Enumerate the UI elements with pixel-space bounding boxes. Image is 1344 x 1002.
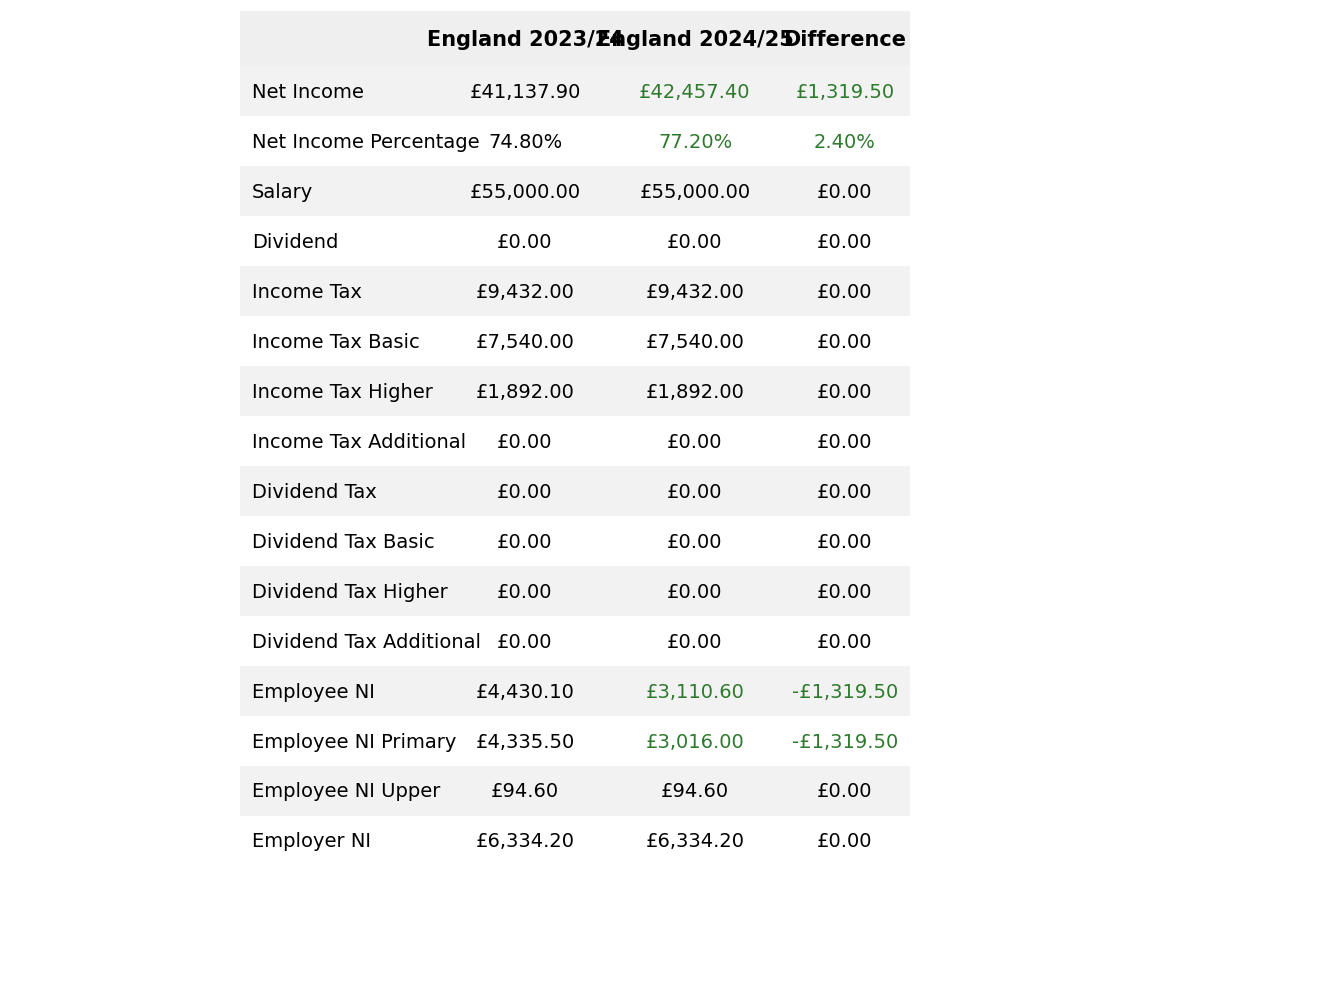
Text: £9,432.00: £9,432.00 <box>476 283 574 302</box>
Bar <box>610 12 780 67</box>
Text: £1,892.00: £1,892.00 <box>645 382 745 401</box>
Text: £0.00: £0.00 <box>667 232 723 252</box>
Text: Employee NI Primary: Employee NI Primary <box>253 731 457 750</box>
Text: £0.00: £0.00 <box>817 832 872 851</box>
Bar <box>241 666 910 716</box>
Text: -£1,319.50: -£1,319.50 <box>792 681 898 700</box>
Text: £0.00: £0.00 <box>817 532 872 551</box>
Text: Dividend Tax Additional: Dividend Tax Additional <box>253 632 481 651</box>
Bar <box>241 367 910 417</box>
Text: £4,430.10: £4,430.10 <box>476 681 574 700</box>
Bar <box>241 417 910 467</box>
Text: £0.00: £0.00 <box>817 632 872 651</box>
Text: £0.00: £0.00 <box>667 432 723 451</box>
Text: England 2024/25: England 2024/25 <box>597 29 793 49</box>
Text: £0.00: £0.00 <box>497 482 552 501</box>
Text: £1,319.50: £1,319.50 <box>796 82 895 101</box>
Bar <box>241 267 910 317</box>
Text: Employer NI: Employer NI <box>253 832 371 851</box>
Text: £3,016.00: £3,016.00 <box>645 731 745 750</box>
Bar <box>241 516 910 566</box>
Text: £0.00: £0.00 <box>817 232 872 252</box>
Bar <box>241 12 439 67</box>
Text: 2.40%: 2.40% <box>814 132 876 151</box>
Text: £55,000.00: £55,000.00 <box>640 182 750 201</box>
Text: England 2023/24: England 2023/24 <box>426 29 624 49</box>
Text: Income Tax Basic: Income Tax Basic <box>253 333 419 351</box>
Text: £6,334.20: £6,334.20 <box>476 832 574 851</box>
Text: Net Income: Net Income <box>253 82 364 101</box>
Bar <box>241 67 910 117</box>
Text: £0.00: £0.00 <box>667 632 723 651</box>
Text: £0.00: £0.00 <box>817 333 872 351</box>
Text: Net Income Percentage: Net Income Percentage <box>253 132 480 151</box>
Bar <box>780 12 910 67</box>
Text: £0.00: £0.00 <box>667 532 723 551</box>
Text: £1,892.00: £1,892.00 <box>476 382 574 401</box>
Text: £42,457.40: £42,457.40 <box>640 82 751 101</box>
Text: Salary: Salary <box>253 182 313 201</box>
Text: £0.00: £0.00 <box>497 532 552 551</box>
Text: £7,540.00: £7,540.00 <box>645 333 745 351</box>
Text: Dividend: Dividend <box>253 232 339 252</box>
Text: £0.00: £0.00 <box>817 782 872 801</box>
Text: £0.00: £0.00 <box>497 232 552 252</box>
Bar <box>439 12 610 67</box>
Text: £0.00: £0.00 <box>817 182 872 201</box>
Text: Difference: Difference <box>784 29 906 49</box>
Text: Employee NI Upper: Employee NI Upper <box>253 782 441 801</box>
Bar <box>241 767 910 817</box>
Text: £94.60: £94.60 <box>491 782 559 801</box>
Bar <box>241 117 910 167</box>
Bar <box>241 216 910 267</box>
Bar <box>241 566 910 616</box>
Text: £0.00: £0.00 <box>497 632 552 651</box>
Text: Dividend Tax Higher: Dividend Tax Higher <box>253 582 448 601</box>
Text: £0.00: £0.00 <box>817 432 872 451</box>
Text: -£1,319.50: -£1,319.50 <box>792 731 898 750</box>
Text: 77.20%: 77.20% <box>657 132 732 151</box>
Text: £6,334.20: £6,334.20 <box>645 832 745 851</box>
Text: £0.00: £0.00 <box>817 482 872 501</box>
Text: £0.00: £0.00 <box>817 382 872 401</box>
Text: Income Tax Higher: Income Tax Higher <box>253 382 433 401</box>
Bar <box>241 467 910 516</box>
Text: £0.00: £0.00 <box>497 582 552 601</box>
Text: £7,540.00: £7,540.00 <box>476 333 574 351</box>
Bar <box>241 817 910 866</box>
Text: £3,110.60: £3,110.60 <box>645 681 745 700</box>
Text: £0.00: £0.00 <box>817 582 872 601</box>
Text: 74.80%: 74.80% <box>488 132 562 151</box>
Text: Income Tax Additional: Income Tax Additional <box>253 432 466 451</box>
Text: Dividend Tax: Dividend Tax <box>253 482 376 501</box>
Text: Income Tax: Income Tax <box>253 283 362 302</box>
Text: £0.00: £0.00 <box>817 283 872 302</box>
Text: £41,137.90: £41,137.90 <box>469 82 581 101</box>
Text: £0.00: £0.00 <box>497 432 552 451</box>
Text: £0.00: £0.00 <box>667 582 723 601</box>
Text: £4,335.50: £4,335.50 <box>476 731 575 750</box>
Bar <box>241 716 910 767</box>
Text: £0.00: £0.00 <box>667 482 723 501</box>
Text: £55,000.00: £55,000.00 <box>469 182 581 201</box>
Text: Dividend Tax Basic: Dividend Tax Basic <box>253 532 434 551</box>
Bar <box>241 616 910 666</box>
Text: Employee NI: Employee NI <box>253 681 375 700</box>
Text: £94.60: £94.60 <box>661 782 728 801</box>
Bar <box>241 167 910 216</box>
Bar <box>241 317 910 367</box>
Text: £9,432.00: £9,432.00 <box>645 283 745 302</box>
